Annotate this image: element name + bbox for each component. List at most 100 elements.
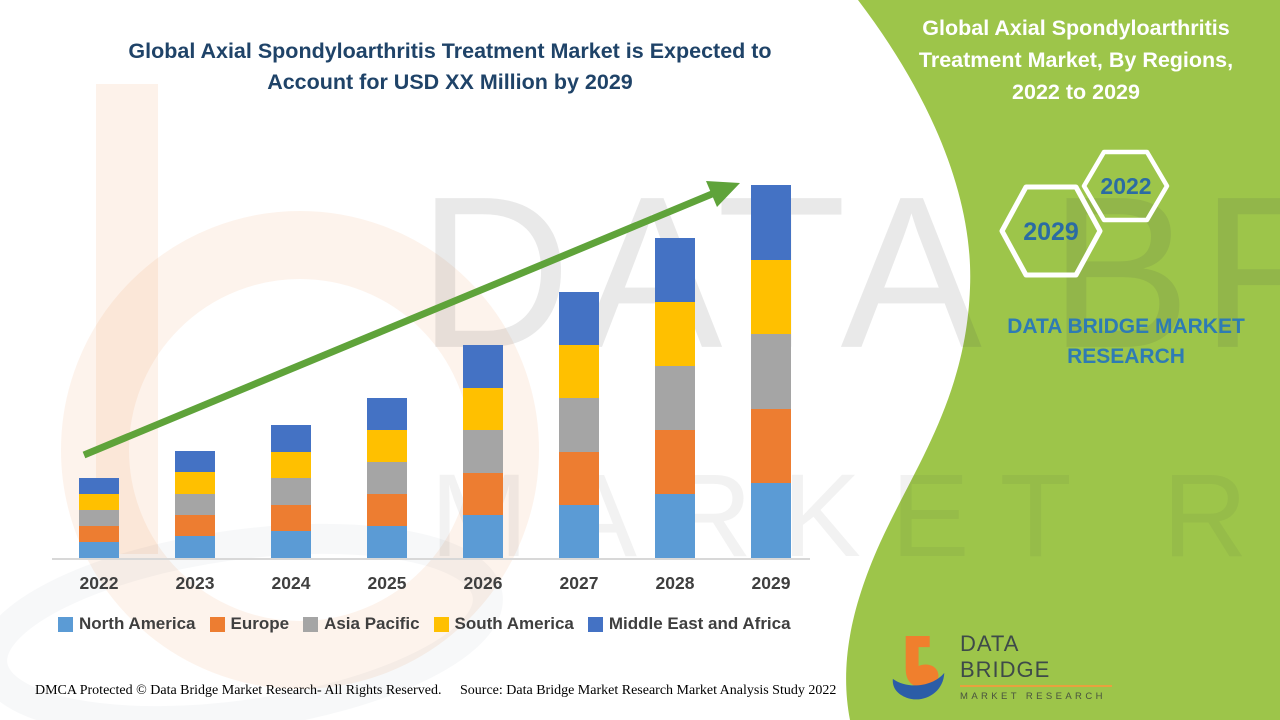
x-axis-label-2025: 2025 (367, 573, 407, 593)
legend-item-asia-pacific: Asia Pacific (303, 614, 420, 634)
logo-title: DATA BRIDGE (960, 630, 1051, 682)
brand-text-line2: RESEARCH (1067, 345, 1185, 368)
bar-segment (559, 398, 599, 452)
bar-segment (175, 493, 215, 515)
bar-segment (751, 334, 791, 409)
bar-segment (559, 504, 599, 559)
x-axis-label-2023: 2023 (175, 573, 215, 593)
logo-underline (960, 684, 1112, 687)
bar-segment (559, 345, 599, 399)
stacked-bar-2023 (175, 451, 215, 558)
bar-segment (655, 238, 695, 302)
legend-label: South America (454, 614, 574, 633)
bar-segment (79, 478, 119, 494)
x-axis-label-2024: 2024 (271, 573, 311, 593)
chart-legend: North America Europe Asia Pacific South Ame… (58, 614, 791, 634)
trend-arrow-head (706, 181, 740, 207)
chart-title: Global Axial Spondyloarthritis Treatment… (70, 36, 830, 98)
legend-swatch (58, 616, 73, 632)
green-panel-shape (846, 0, 1280, 720)
x-axis-label-2027: 2027 (559, 573, 599, 593)
bar-segment (655, 493, 695, 558)
bar-segment (463, 515, 503, 558)
bar-segment (79, 509, 119, 526)
bar-segment (463, 472, 503, 516)
bar-segment (175, 451, 215, 473)
x-axis-label-2028: 2028 (655, 573, 695, 593)
legend-item-north-america: North America (58, 614, 196, 634)
stacked-bar-2028 (655, 238, 695, 558)
bar-segment (463, 430, 503, 473)
legend-item-middle-east-and-africa: Middle East and Africa (587, 614, 791, 634)
legend-label: Europe (230, 614, 290, 633)
data-bridge-logo: DATA BRIDGE MARKET RESEARCH (892, 627, 1112, 705)
x-axis-label-2029: 2029 (751, 573, 791, 593)
logo-b-shape (905, 636, 939, 688)
bar-segment (655, 301, 695, 366)
stacked-bar-2022 (79, 478, 119, 558)
chart-title-line1: Global Axial Spondyloarthritis Treatment… (128, 39, 772, 63)
stacked-bar-2025 (367, 398, 407, 558)
hexagon-badge-2022-label: 2022 (1100, 173, 1151, 199)
footer-source-text: Source: Data Bridge Market Research Mark… (460, 683, 837, 698)
stacked-bar-2024 (271, 425, 311, 558)
bar-segment (271, 478, 311, 505)
logo-subtitle: MARKET RESEARCH (960, 690, 1106, 702)
bar-segment (271, 451, 311, 479)
bar-segment (175, 536, 215, 558)
bar-segment (367, 461, 407, 494)
legend-label: Middle East and Africa (608, 614, 791, 633)
bar-segment (271, 425, 311, 452)
x-axis-label-2022: 2022 (79, 573, 119, 593)
legend-label: Asia Pacific (324, 614, 420, 633)
bar-segment (655, 365, 695, 430)
panel-title-line3: 2022 to 2029 (1012, 80, 1140, 104)
bar-segment (175, 472, 215, 494)
bar-segment (271, 504, 311, 532)
brand-text-line1: DATA BRIDGE MARKET (1007, 315, 1245, 338)
panel-title: Global Axial Spondyloarthritis Treatment… (888, 12, 1264, 108)
bar-segment (367, 429, 407, 462)
hexagon-badge-2029-label: 2029 (1023, 218, 1079, 246)
legend-label: North America (79, 614, 196, 633)
data-bridge-logo-icon (892, 636, 945, 700)
bar-segment (751, 185, 791, 260)
bar-segment (79, 525, 119, 542)
bar-segment (559, 292, 599, 346)
bar-segment (367, 398, 407, 430)
logo-text-block: DATA BRIDGE MARKET RESEARCH (960, 631, 1112, 702)
bar-segment (655, 429, 695, 494)
legend-swatch (433, 616, 449, 632)
x-axis-line (52, 558, 810, 560)
legend-swatch (209, 616, 225, 632)
stacked-bar-2026 (463, 345, 503, 558)
hexagon-badge-2029 (999, 184, 1103, 278)
bar-segment (559, 451, 599, 505)
stacked-bar-2027 (559, 292, 599, 559)
bar-segment (751, 259, 791, 335)
bar-segment (79, 541, 119, 558)
bar-segment (367, 493, 407, 526)
chart-title-line2: Account for USD XX Million by 2029 (267, 70, 633, 94)
x-axis-label-2026: 2026 (463, 573, 503, 593)
bar-segment (271, 531, 311, 558)
panel-title-line2: Treatment Market, By Regions, (918, 48, 1234, 72)
bar-segment (463, 345, 503, 388)
bar-segment (367, 525, 407, 558)
bar-segment (463, 387, 503, 431)
brand-text: DATA BRIDGE MARKET RESEARCH (1000, 312, 1252, 372)
panel-title-line1: Global Axial Spondyloarthritis (922, 16, 1230, 40)
legend-item-south-america: South America (433, 614, 574, 634)
stacked-bar-2029 (751, 185, 791, 558)
bar-segment (175, 514, 215, 537)
legend-swatch (587, 616, 603, 632)
bar-segment (751, 408, 791, 484)
hexagon-badge-2022 (1081, 149, 1170, 223)
footer-dmca-text: DMCA Protected © Data Bridge Market Rese… (35, 683, 442, 698)
legend-item-europe: Europe (209, 614, 290, 634)
bar-segment (79, 493, 119, 510)
bar-segment (751, 483, 791, 558)
logo-swoosh-shape (892, 672, 945, 700)
